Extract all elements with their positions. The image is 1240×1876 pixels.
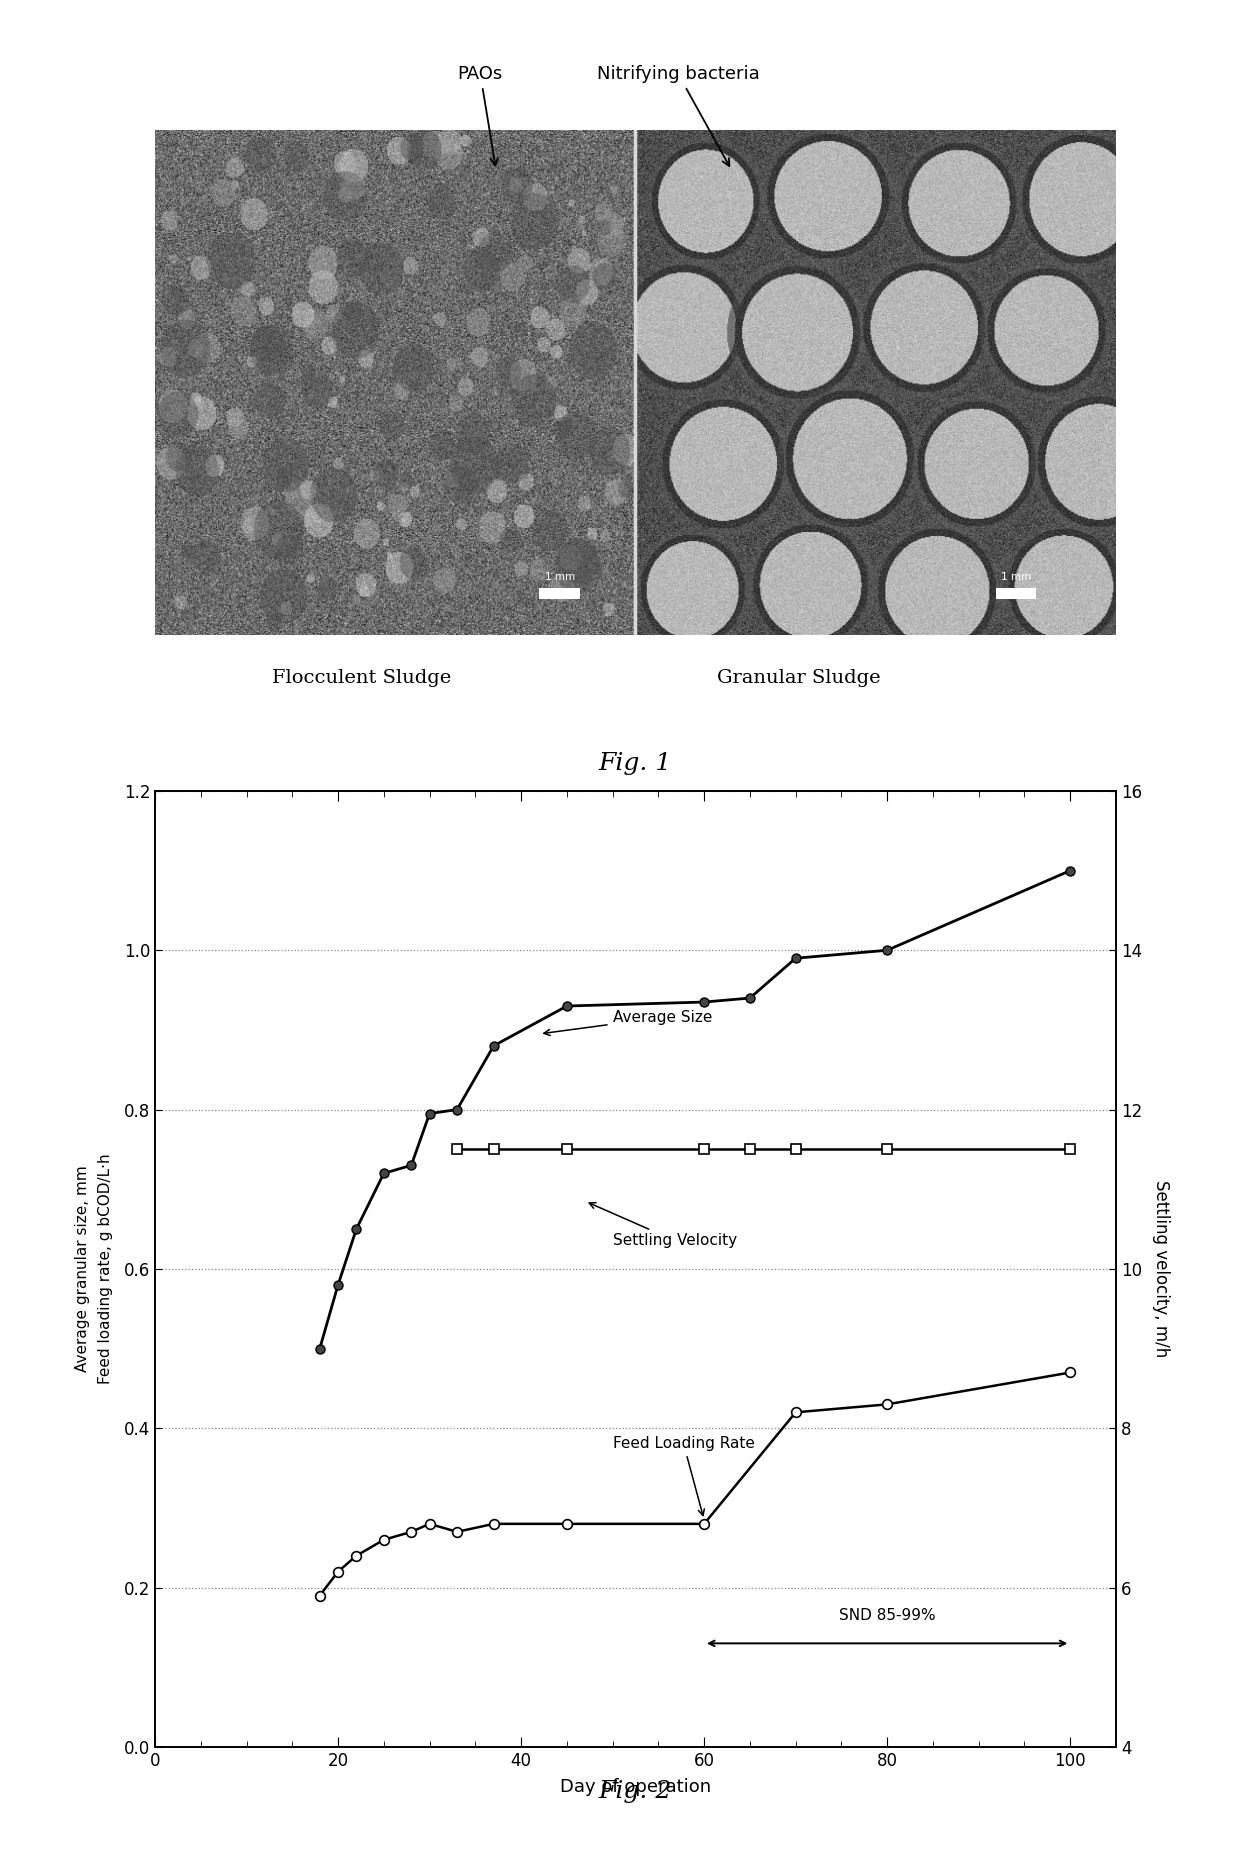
Text: Nitrifying bacteria: Nitrifying bacteria bbox=[596, 66, 760, 165]
Y-axis label: Average granular size, mm
Feed loading rate, g bCOD/L·h: Average granular size, mm Feed loading r… bbox=[76, 1154, 113, 1384]
Text: SND 85-99%: SND 85-99% bbox=[839, 1608, 935, 1623]
Bar bbox=[539, 589, 580, 598]
Y-axis label: Settling velocity, m/h: Settling velocity, m/h bbox=[1152, 1180, 1169, 1358]
Text: Average Size: Average Size bbox=[544, 1009, 712, 1036]
Text: Feed Loading Rate: Feed Loading Rate bbox=[613, 1437, 754, 1516]
Text: Fig. 1: Fig. 1 bbox=[599, 752, 672, 775]
Text: Fig. 2: Fig. 2 bbox=[599, 1780, 672, 1803]
Text: Granular Sludge: Granular Sludge bbox=[717, 670, 880, 687]
Text: PAOs: PAOs bbox=[458, 66, 503, 165]
Text: 1 mm: 1 mm bbox=[544, 572, 574, 582]
Text: Settling Velocity: Settling Velocity bbox=[589, 1203, 737, 1248]
Bar bbox=[996, 589, 1037, 598]
Text: 1 mm: 1 mm bbox=[1001, 572, 1032, 582]
X-axis label: Day of operation: Day of operation bbox=[560, 1778, 711, 1795]
Text: Flocculent Sludge: Flocculent Sludge bbox=[272, 670, 451, 687]
